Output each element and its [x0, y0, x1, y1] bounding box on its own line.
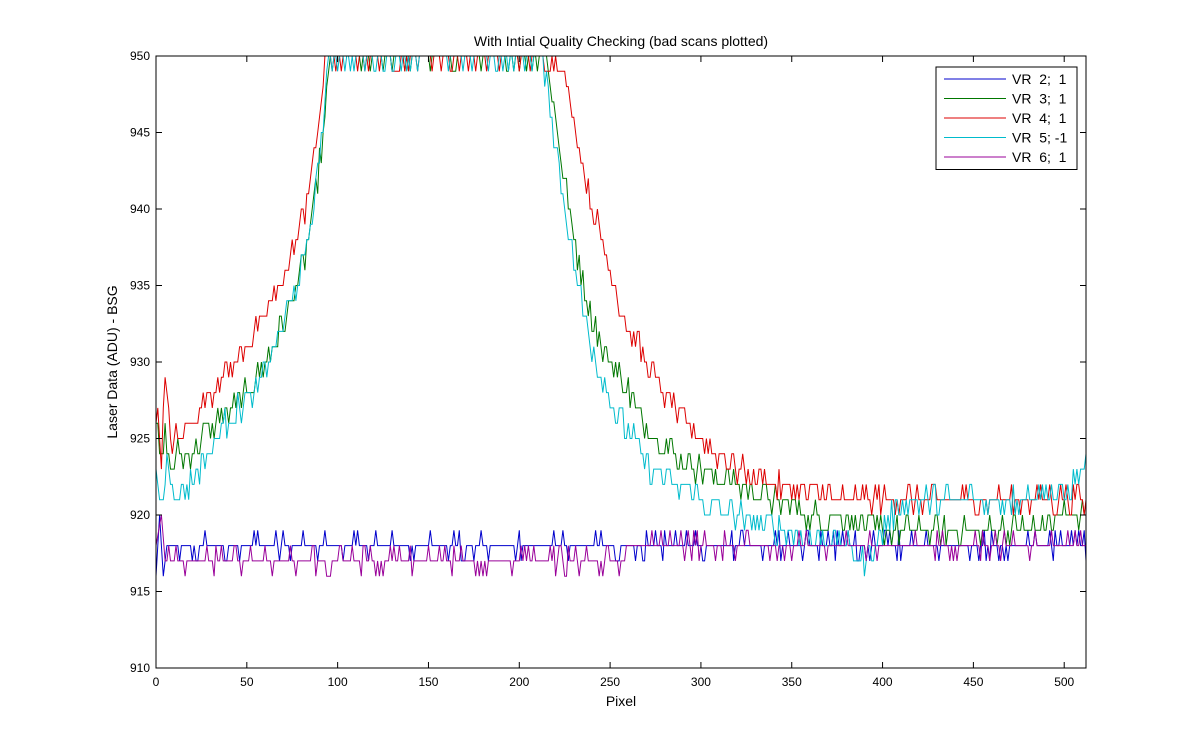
x-tick-label: 450 — [963, 675, 983, 689]
x-tick-label: 0 — [153, 675, 160, 689]
series-line-5 — [155, 514, 1086, 577]
y-axis-title: Laser Data (ADU) - BSG — [104, 285, 120, 438]
series-layer — [155, 55, 1087, 577]
legend: VR 2; 1 VR 3; 1 VR 4; 1 VR 5; -1 VR 6; 1 — [935, 66, 1078, 170]
x-tick-label: 50 — [240, 675, 254, 689]
plot-area — [156, 56, 1086, 668]
legend-label-2: VR 3; 1 — [1012, 91, 1067, 107]
x-tick-label: 100 — [328, 675, 348, 689]
series-line-3 — [155, 55, 1087, 516]
y-tick-label: 910 — [130, 661, 150, 675]
y-tick-label: 935 — [130, 279, 150, 293]
x-tick-label: 400 — [873, 675, 893, 689]
legend-label-4: VR 5; -1 — [1012, 130, 1067, 146]
x-tick-label: 500 — [1054, 675, 1074, 689]
x-tick-label: 350 — [782, 675, 802, 689]
y-tick-label: 940 — [130, 202, 150, 216]
legend-label-1: VR 2; 1 — [1012, 71, 1067, 87]
x-axis-title: Pixel — [606, 693, 636, 709]
x-axis: 0 50 100 150 200 250 300 350 400 450 500 — [153, 56, 1075, 689]
y-axis: 910 915 920 925 930 935 940 945 950 — [130, 49, 1086, 675]
x-tick-label: 150 — [418, 675, 438, 689]
y-tick-label: 920 — [130, 508, 150, 522]
y-tick-label: 915 — [130, 585, 150, 599]
x-tick-label: 200 — [509, 675, 529, 689]
y-tick-label: 925 — [130, 432, 150, 446]
y-tick-label: 950 — [130, 49, 150, 63]
chart-title: With Intial Quality Checking (bad scans … — [474, 33, 768, 49]
x-tick-label: 300 — [691, 675, 711, 689]
y-tick-label: 930 — [130, 355, 150, 369]
y-tick-label: 945 — [130, 126, 150, 140]
legend-label-5: VR 6; 1 — [1012, 149, 1067, 165]
x-tick-label: 250 — [600, 675, 620, 689]
series-line-2 — [156, 55, 1086, 547]
legend-label-3: VR 4; 1 — [1012, 110, 1067, 126]
series-line-4 — [155, 55, 1087, 577]
